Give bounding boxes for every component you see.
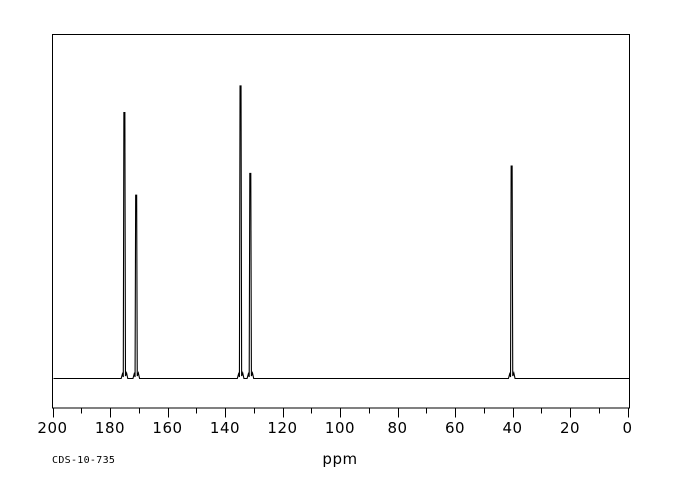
x-axis-tick-label: 160 — [152, 419, 183, 437]
x-axis-title: ppm — [322, 450, 358, 468]
x-axis-tick-label: 180 — [94, 419, 126, 437]
plot-frame — [52, 34, 630, 409]
x-axis-tick-label: 140 — [209, 419, 241, 437]
sample-id-caption: CDS-10-735 — [52, 455, 116, 466]
x-axis-tick-label: 200 — [37, 419, 68, 437]
spectrum-trace — [53, 85, 630, 380]
x-axis-ticks — [53, 408, 629, 418]
x-axis-tick-label: 100 — [324, 419, 356, 437]
x-axis-tick-label: 0 — [622, 419, 633, 437]
x-axis-tick-label: 120 — [267, 419, 298, 437]
x-axis-tick-label: 60 — [444, 419, 466, 437]
x-axis-tick-label: 20 — [559, 419, 581, 437]
spectrum-trace-line — [53, 85, 630, 380]
x-axis-tick-label: 80 — [387, 419, 408, 437]
x-axis-tick-label: 40 — [502, 419, 523, 437]
